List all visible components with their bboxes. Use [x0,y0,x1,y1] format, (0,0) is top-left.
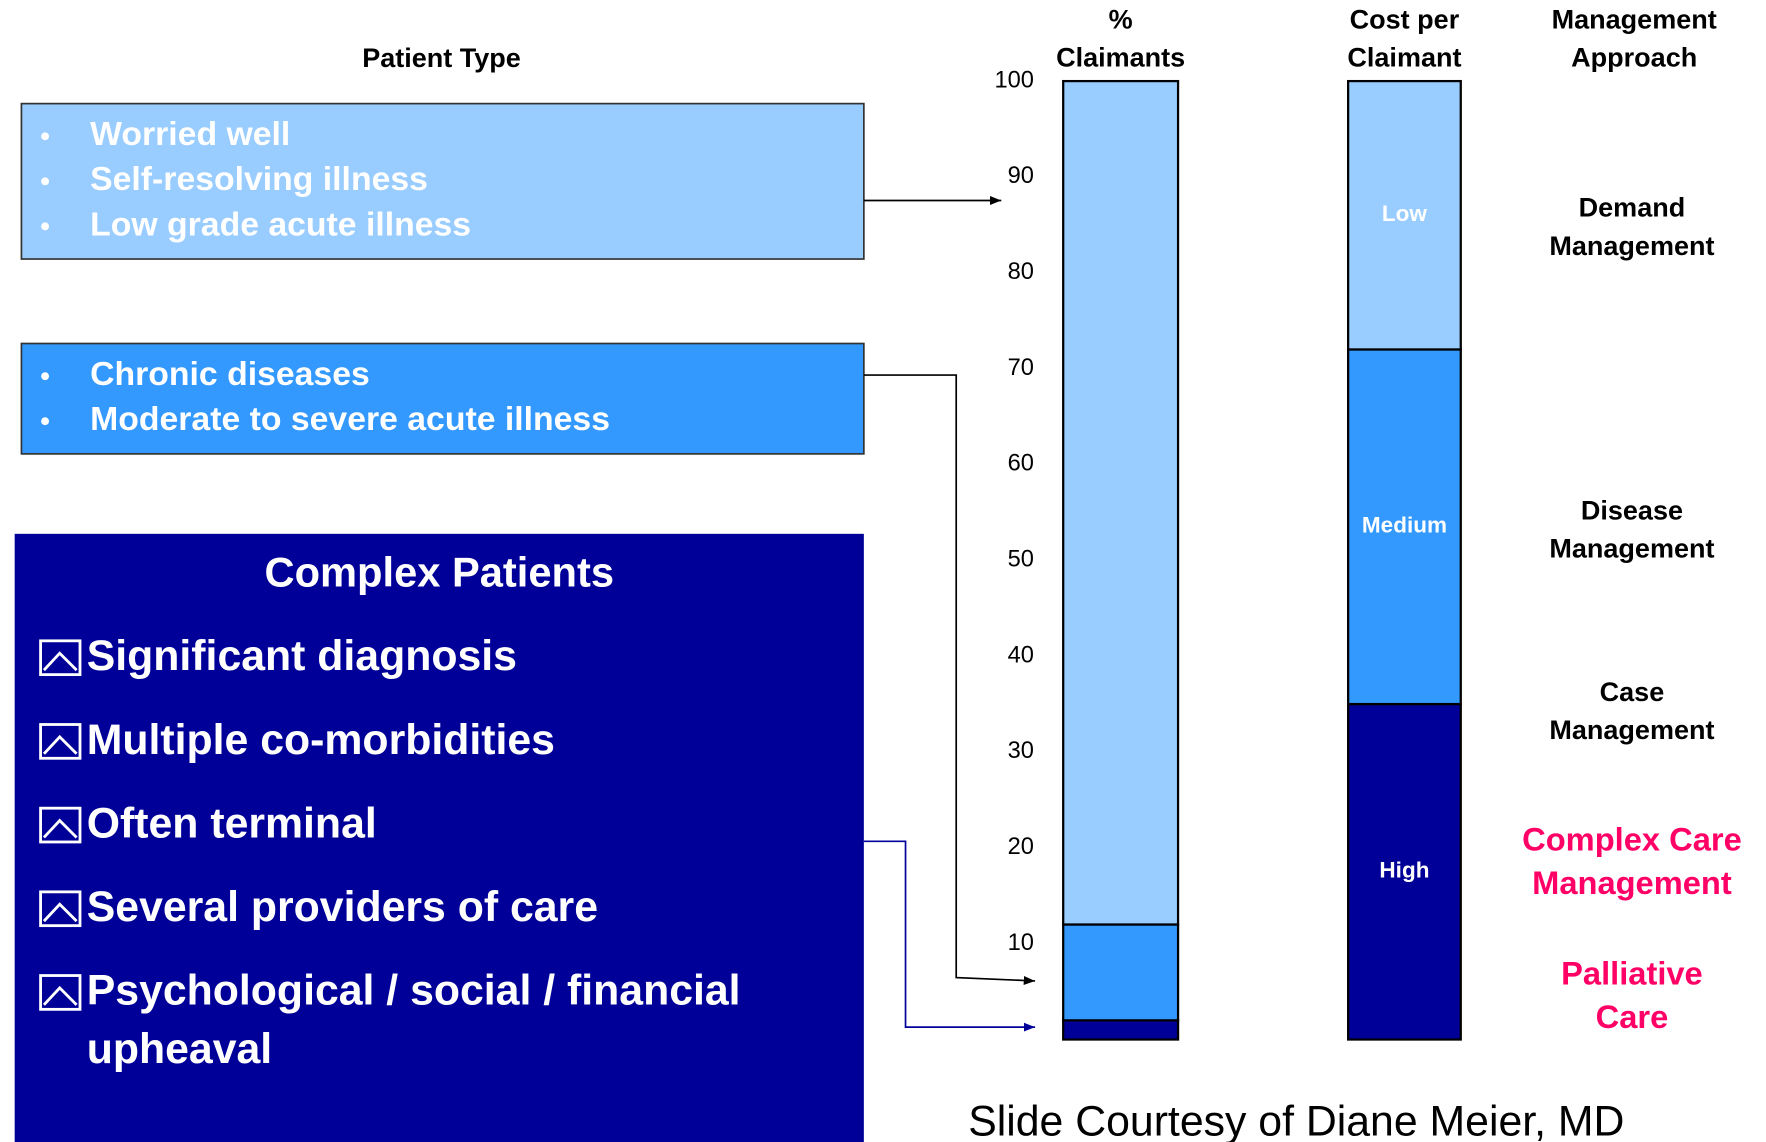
y-tick-label: 50 [1008,547,1034,573]
bullet [41,177,50,186]
management-item: Demand Management [1549,193,1714,261]
checkbox [39,723,82,760]
complex-item: Significant diagnosis [87,632,517,680]
checkbox [39,890,82,928]
bullet [41,132,50,141]
group-box [20,342,865,455]
patient-item: Worried well [90,115,290,153]
complex-item: Often terminal [87,800,377,848]
checkbox [39,639,82,677]
patient-item: Moderate to severe acute illness [90,400,610,438]
complex-item: Psychological / social / financial upheav… [87,967,741,1074]
complex-box [14,533,864,1142]
y-tick-label: 100 [994,67,1033,93]
y-tick-label: 60 [1008,451,1034,477]
y-tick-label: 90 [1008,163,1034,189]
arrow [863,374,1036,985]
bar-segment [1062,923,1180,1022]
y-tick-label: 70 [1008,355,1034,381]
bullet [41,372,50,381]
group-box [20,102,865,260]
bullet [41,222,50,231]
bar-segment [1347,702,1462,1041]
bar-heading: % Claimants [1056,5,1185,73]
complex-item: Several providers of care [87,883,598,931]
management-item: Complex Care Management [1522,820,1742,901]
patient-type-heading: Patient Type [362,43,521,73]
segment-label: Low [1382,201,1428,226]
arrow [863,840,1036,1032]
checkbox-mark [42,985,78,1006]
bar-segment [1347,348,1462,706]
complex-item: Multiple co-morbidities [87,716,555,764]
checkbox [39,806,82,844]
segment-label: Medium [1362,513,1447,538]
complex-title: Complex Patients [264,549,614,596]
y-tick-label: 10 [1008,930,1034,956]
patient-item: Self-resolving illness [90,160,428,198]
patient-item: Chronic diseases [90,355,370,393]
segment-label: High [1379,858,1429,883]
management-item: Case Management [1549,677,1714,745]
bullet [41,417,50,426]
y-tick-label: 20 [1008,834,1034,860]
y-tick-label: 80 [1008,259,1034,285]
bar-segment [1347,79,1462,351]
checkbox-mark [42,818,78,839]
credit: Slide Courtesy of Diane Meier, MD [968,1097,1624,1142]
management-item: Disease Management [1549,496,1714,564]
y-tick-label: 30 [1008,738,1034,764]
checkbox [39,974,82,1011]
checkbox-mark [42,734,78,755]
checkbox-mark [42,902,78,923]
management-heading: Management Approach [1552,5,1717,73]
management-item: Palliative Care [1561,954,1703,1035]
checkbox-mark [42,651,78,672]
bar-segment [1062,79,1180,926]
bar-heading: Cost per Claimant [1347,5,1461,73]
y-tick-label: 40 [1008,642,1034,668]
patient-item: Low grade acute illness [90,205,471,243]
bar-segment [1062,1019,1180,1041]
